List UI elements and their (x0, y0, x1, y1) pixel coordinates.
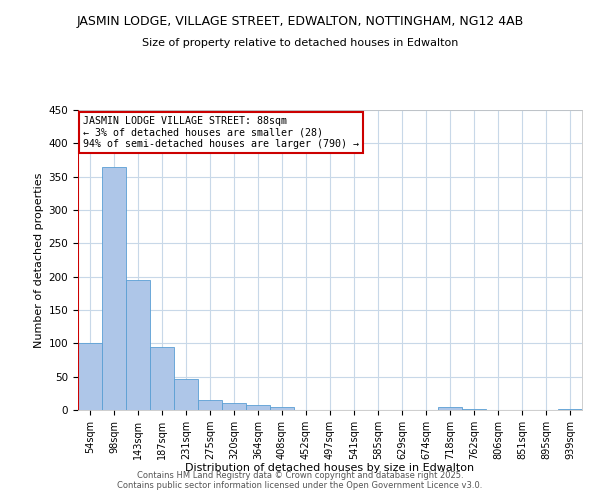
Bar (198, 400, 222, 410)
Bar (126, 280, 150, 410)
Bar (102, 166, 126, 410)
Text: JASMIN LODGE, VILLAGE STREET, EDWALTON, NOTTINGHAM, NG12 4AB: JASMIN LODGE, VILLAGE STREET, EDWALTON, … (76, 15, 524, 28)
Bar (78, 344, 102, 410)
Bar (438, 408, 462, 410)
Y-axis label: Number of detached properties: Number of detached properties (34, 172, 44, 348)
Text: Size of property relative to detached houses in Edwalton: Size of property relative to detached ho… (142, 38, 458, 48)
Bar (270, 406, 294, 410)
Text: JASMIN LODGE VILLAGE STREET: 88sqm
← 3% of detached houses are smaller (28)
94% : JASMIN LODGE VILLAGE STREET: 88sqm ← 3% … (83, 116, 359, 149)
Text: Contains HM Land Registry data © Crown copyright and database right 2025.
Contai: Contains HM Land Registry data © Crown c… (118, 470, 482, 490)
Bar (222, 404, 246, 410)
X-axis label: Distribution of detached houses by size in Edwalton: Distribution of detached houses by size … (185, 464, 475, 473)
Bar (246, 404, 270, 410)
Bar (150, 346, 174, 410)
Bar (174, 380, 198, 410)
